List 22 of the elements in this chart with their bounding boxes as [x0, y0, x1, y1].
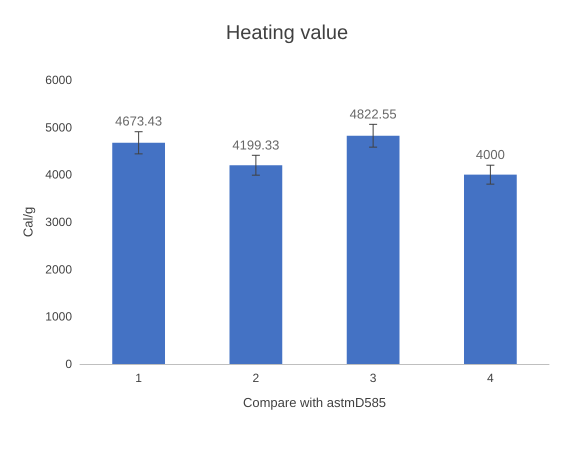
- x-tick-label: 1: [135, 371, 142, 385]
- bar: [346, 136, 400, 364]
- x-tick-label: 4: [487, 371, 494, 385]
- y-tick-label: 1000: [45, 310, 72, 324]
- y-tick-label: 6000: [45, 73, 72, 87]
- data-label: 4673.43: [115, 114, 162, 129]
- bar: [112, 142, 166, 364]
- data-label: 4199.33: [232, 137, 280, 152]
- data-label: 4822.55: [350, 106, 397, 122]
- x-axis-title: Compare with astmD585: [242, 395, 386, 410]
- y-tick-label: 5000: [45, 120, 72, 134]
- y-tick-label: 4000: [45, 168, 72, 182]
- chart-title: Heating value: [226, 22, 348, 44]
- data-label: 4000: [476, 147, 505, 162]
- y-tick-label: 2000: [45, 262, 72, 276]
- y-axis-title: Cal/g: [20, 206, 36, 238]
- y-tick-label: 3000: [45, 215, 72, 229]
- x-tick-label: 3: [370, 371, 377, 385]
- x-tick-label: 2: [252, 371, 260, 385]
- bar: [464, 174, 517, 364]
- bar: [229, 165, 282, 364]
- y-tick-label: 0: [65, 357, 72, 371]
